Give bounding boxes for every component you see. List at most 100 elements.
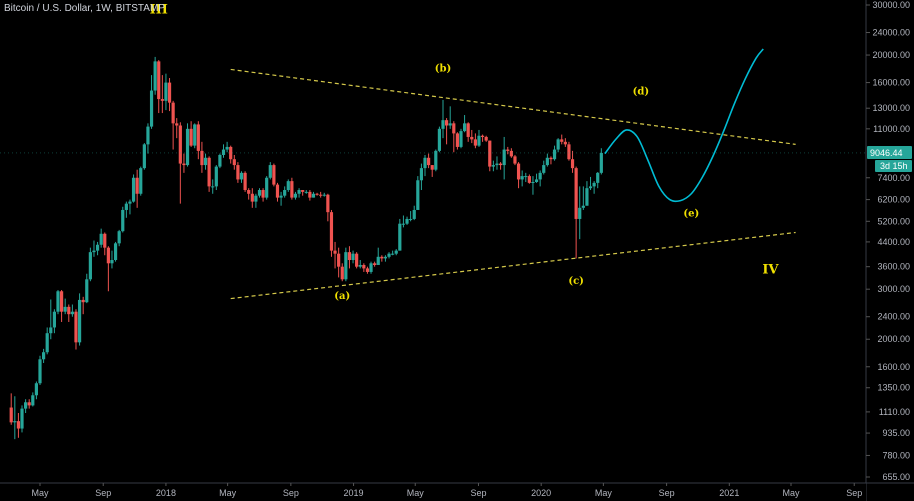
xtick-label: Sep	[470, 488, 486, 498]
candle-body	[434, 150, 438, 170]
candle-body	[95, 244, 100, 251]
candle-body	[286, 181, 290, 191]
wave-label: IV	[762, 263, 779, 278]
candle-body	[319, 194, 323, 196]
ytick-label: 3600.00	[877, 262, 910, 272]
candle-body	[283, 190, 287, 196]
candle-body	[38, 359, 42, 384]
candle-body	[509, 150, 513, 157]
candle-body	[398, 223, 402, 251]
xtick-label: 2020	[531, 488, 551, 498]
candle-body	[182, 163, 186, 166]
candle-body	[448, 123, 452, 126]
candle-body	[329, 212, 334, 251]
candle-body	[304, 191, 308, 193]
candle-body	[200, 150, 204, 166]
candle-body	[358, 264, 362, 267]
candle-body	[250, 193, 254, 202]
wave-label: (c)	[568, 276, 584, 287]
candle-body	[20, 408, 24, 429]
candle-body	[247, 190, 251, 194]
candle-body	[592, 182, 596, 187]
candle-body	[441, 120, 445, 129]
candle-body	[85, 279, 89, 303]
candle-body	[376, 256, 380, 265]
candle-body	[419, 168, 424, 181]
ytick-label: 13000.00	[872, 103, 910, 113]
candle-body	[502, 149, 506, 166]
candle-body	[427, 157, 431, 166]
candle-body	[311, 193, 316, 198]
candle-body	[380, 256, 384, 259]
time-axis[interactable]: May Sep 2018 May Sep 2019 May Sep 2020 May Sep 2021…	[0, 482, 914, 501]
candle-body	[218, 154, 222, 167]
candle-body	[74, 311, 78, 343]
candle-body	[470, 136, 474, 140]
xtick-label: May	[31, 488, 49, 498]
candle-body	[409, 218, 413, 220]
candle-body	[56, 291, 60, 312]
candle-body	[261, 190, 265, 198]
candle-body	[243, 172, 247, 191]
candle-body	[394, 250, 398, 254]
xtick-label: 2018	[156, 488, 176, 498]
candle-body	[225, 146, 229, 150]
candle-body	[103, 233, 107, 248]
candle-body	[473, 139, 477, 146]
xtick-label: May	[782, 488, 800, 498]
candle-body	[131, 177, 136, 202]
candle-body	[452, 123, 456, 134]
candle-body	[437, 128, 442, 151]
xtick-label: May	[219, 488, 237, 498]
candle-body	[340, 266, 344, 280]
candle-body	[189, 128, 193, 146]
candle-body	[211, 186, 215, 188]
candle-body	[506, 149, 510, 151]
candle-body	[383, 256, 388, 259]
candle-body	[578, 207, 582, 219]
candle-body	[480, 135, 485, 137]
last-price-badge	[867, 145, 912, 159]
candle-body	[585, 188, 589, 206]
candle-body	[128, 201, 132, 204]
candle-body	[491, 165, 495, 167]
candle-body	[27, 402, 31, 406]
candle-body	[88, 252, 92, 280]
candle-body	[563, 141, 567, 145]
candle-body	[41, 352, 46, 360]
candle-body	[581, 205, 585, 208]
candle-body	[106, 247, 110, 264]
wave-label: III	[150, 3, 168, 18]
price-axis[interactable]: 30000.00 24000.00 20000.00 16000.00 13000.00…	[865, 0, 914, 501]
ytick-label: 7400.00	[877, 173, 910, 183]
candle-body	[599, 152, 603, 173]
candle-body	[99, 233, 103, 245]
candle-body	[308, 191, 312, 198]
candle-body	[124, 203, 128, 210]
wave-label: (a)	[334, 291, 350, 302]
candle-body	[49, 327, 53, 334]
candle-body	[63, 306, 67, 312]
candle-body	[542, 165, 546, 173]
candle-body	[466, 123, 470, 137]
candle-body	[347, 252, 352, 261]
projection-path	[604, 48, 764, 203]
time-axis-bg	[0, 483, 866, 501]
candle-body	[229, 146, 233, 160]
ytick-label: 3000.00	[877, 284, 910, 294]
trendline-upper	[230, 68, 796, 145]
candle-body	[92, 250, 96, 253]
candle-body	[405, 218, 409, 224]
ytick-label: 1110.00	[879, 407, 910, 417]
candle-body	[81, 299, 85, 303]
xtick-label: 2019	[344, 488, 364, 498]
candle-body	[34, 383, 39, 396]
ytick-label: 2000.00	[877, 334, 910, 344]
projection-layer	[604, 48, 764, 203]
candle-body	[498, 163, 503, 166]
candle-body	[45, 333, 49, 353]
price-axis-bg	[866, 0, 914, 501]
candle-body	[160, 99, 164, 101]
